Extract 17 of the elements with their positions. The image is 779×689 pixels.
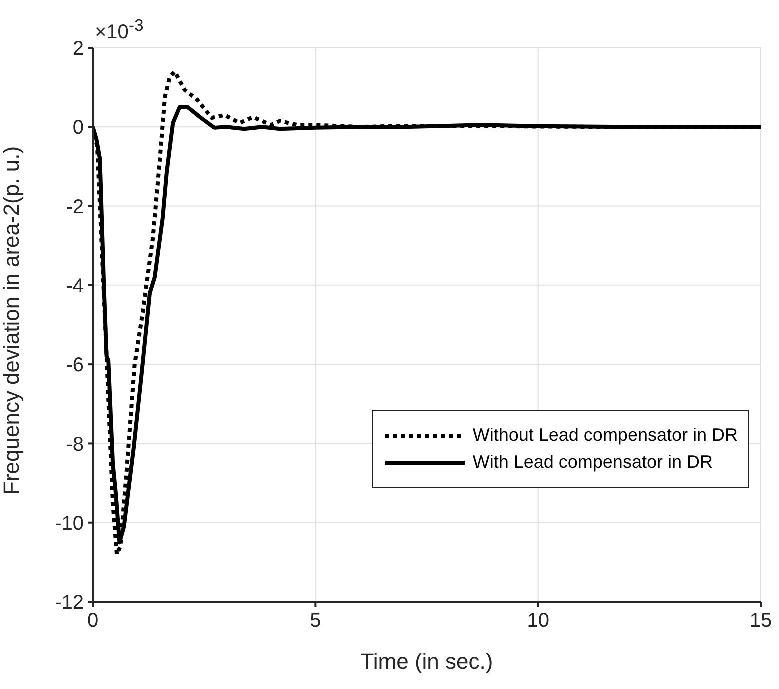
x-tick-label: 5 [310, 610, 322, 632]
text: ×10$^{-3}$ [95, 16, 144, 45]
x-tick-label: 10 [527, 610, 550, 632]
y-tick-label: -8 [66, 434, 84, 456]
x-axis-title: Time (in sec.) [360, 649, 494, 674]
y-tick-label: 0 [72, 117, 84, 140]
legend-label: With Lead compensator in DR [472, 452, 713, 473]
y-tick-label: -4 [66, 276, 84, 298]
y-tick-label: -6 [66, 354, 84, 377]
y-tick-label: 2 [72, 38, 84, 60]
x-tick-label: 0 [87, 610, 99, 632]
y-tick-label: -10 [55, 512, 84, 535]
y-tick-label: -2 [66, 196, 84, 218]
y-tick-label: -12 [55, 592, 84, 614]
x-tick-label: 15 [750, 610, 772, 632]
y-axis-title: Frequency deviation in area-2(p. u.) [0, 146, 24, 495]
legend-label: Without Lead compensator in DR [472, 425, 738, 446]
